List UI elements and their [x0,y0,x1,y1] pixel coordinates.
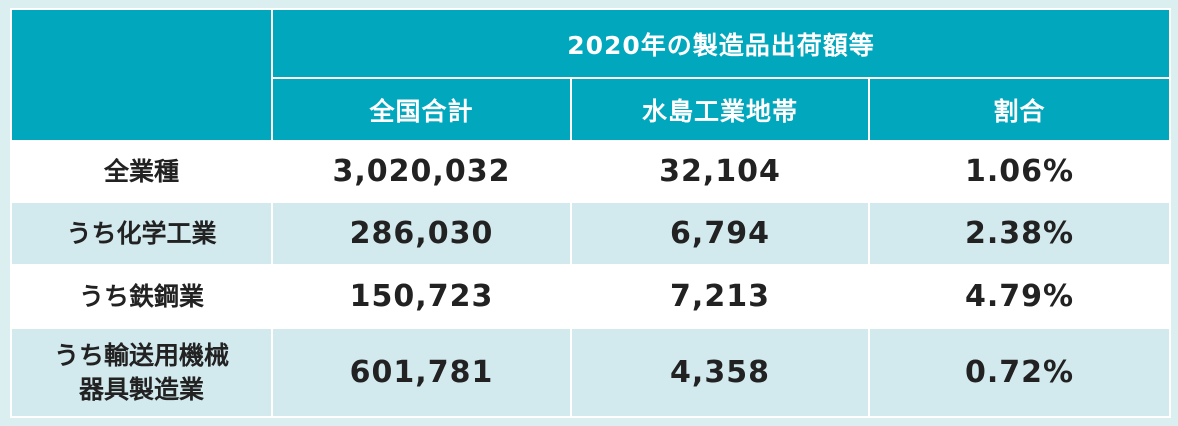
mizushima-value: 6,794 [570,201,870,266]
row-label-text: うち鉄鋼業 [78,281,204,311]
row-label-line-1: うち輸送用機械 [53,340,229,370]
column-header-mizushima: 水島工業地帯 [570,77,870,142]
column-header-ratio: 割合 [867,77,1172,142]
row-label: うち輸送用機械 器具製造業 [10,327,273,418]
corner-header-cell [10,8,273,142]
group-header: 2020年の製造品出荷額等 [270,8,1172,79]
mizushima-value: 32,104 [570,140,870,203]
table-row: うち鉄鋼業 150,723 7,213 4.79% [10,264,1172,329]
national-total-value: 286,030 [271,201,572,266]
ratio-value: 4.79% [867,264,1172,329]
ratio-value: 1.06% [867,140,1172,203]
shipment-value-table: 2020年の製造品出荷額等 全国合計 水島工業地帯 割合 全業種 3,020,0… [10,8,1172,418]
national-total-value: 150,723 [271,264,572,329]
header-row-group: 2020年の製造品出荷額等 [10,8,1172,142]
row-label: 全業種 [10,140,273,203]
table-row: うち化学工業 286,030 6,794 2.38% [10,201,1172,266]
mizushima-value: 4,358 [570,327,870,418]
row-label-line-2: 器具製造業 [78,374,204,404]
row-label: うち鉄鋼業 [10,264,273,329]
ratio-value: 0.72% [867,327,1172,418]
mizushima-value: 7,213 [570,264,870,329]
header-row-columns: 全国合計 水島工業地帯 割合 [11,77,1172,142]
table-row: 全業種 3,020,032 32,104 1.06% [10,140,1172,203]
row-label-text: 全業種 [103,156,179,186]
row-label-text: うち化学工業 [66,218,217,248]
national-total-value: 601,781 [271,327,572,418]
shipment-table-container: 2020年の製造品出荷額等 全国合計 水島工業地帯 割合 全業種 3,020,0… [10,8,1172,418]
row-label: うち化学工業 [10,201,273,266]
national-total-value: 3,020,032 [271,140,572,203]
column-header-national-total: 全国合計 [271,77,572,142]
table-row: うち輸送用機械 器具製造業 601,781 4,358 0.72% [10,327,1172,418]
ratio-value: 2.38% [867,201,1172,266]
